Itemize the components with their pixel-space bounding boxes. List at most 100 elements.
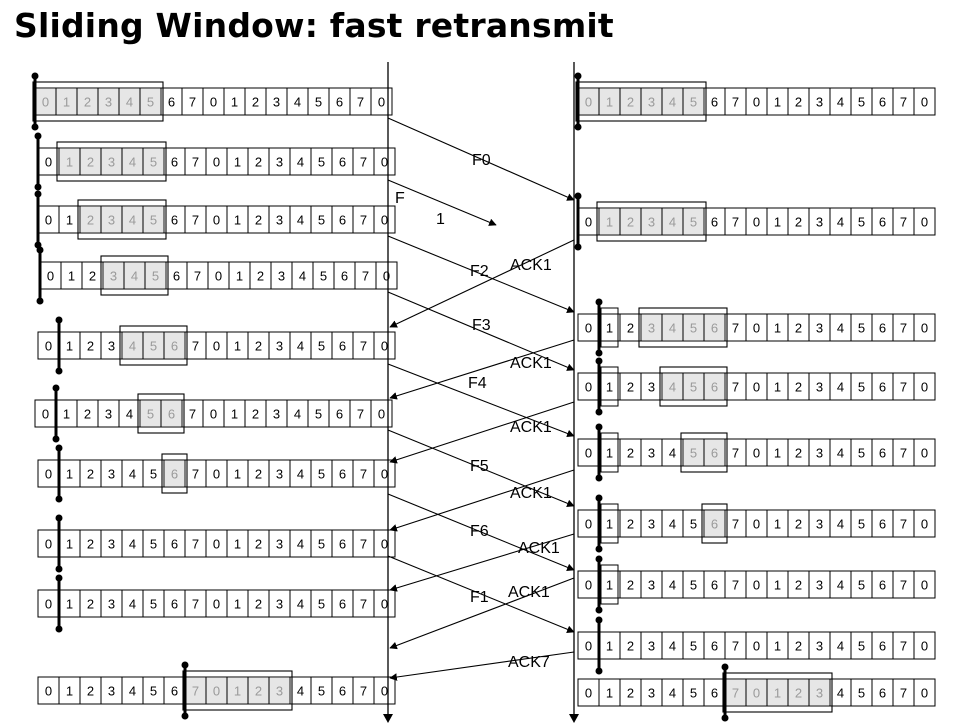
receiver-cell-number: 7: [732, 321, 739, 336]
receiver-window-shade: [726, 680, 829, 705]
sender-window-box: [182, 670, 293, 711]
receiver-cell-number: 6: [711, 321, 718, 336]
sender-cell-number: 0: [378, 407, 385, 422]
receiver-cell-number: 3: [648, 321, 655, 336]
receiver-cell-number: 1: [774, 446, 781, 461]
frame-arrow: [387, 429, 575, 507]
sender-cell-number: 5: [318, 597, 325, 612]
sender-cell-number: 0: [45, 155, 52, 170]
sender-cell-number: 5: [150, 339, 157, 354]
sender-cell-number: 5: [150, 597, 157, 612]
sender-cell-number: 4: [294, 95, 301, 110]
receiver-cell-number: 6: [711, 446, 718, 461]
receiver-base-dot: [721, 714, 729, 722]
frame-arrow: [387, 493, 575, 571]
receiver-base-dot: [595, 474, 603, 482]
sender-cell-number: 2: [257, 269, 264, 284]
sender-cell-number: 1: [63, 407, 70, 422]
receiver-window-box: [659, 366, 728, 407]
receiver-cell-number: 0: [921, 380, 928, 395]
sender-cell-number: 7: [360, 597, 367, 612]
sender-cell: [373, 676, 396, 705]
receiver-cell-number: 3: [816, 321, 823, 336]
sender-cell-number: 3: [108, 467, 115, 482]
sender-cell-number: 2: [87, 213, 94, 228]
sender-cell-number: 4: [299, 269, 306, 284]
sender-cell-number: 3: [276, 537, 283, 552]
sender-base-dot: [55, 574, 63, 582]
receiver-cell-number: 2: [627, 95, 634, 110]
sender-cell-number: 7: [360, 537, 367, 552]
sender-cell: [370, 87, 393, 116]
ack-arrow: [389, 401, 575, 464]
receiver-cell-number: 4: [669, 446, 676, 461]
receiver-cell-number: 5: [690, 215, 697, 230]
sender-cell-number: 6: [171, 467, 178, 482]
sender-base-dot: [55, 367, 63, 375]
sender-cell-number: 6: [168, 95, 175, 110]
sender-cell-number: 6: [173, 269, 180, 284]
frame-label: F6: [470, 523, 489, 540]
receiver-cell-number: 1: [774, 321, 781, 336]
sender-base-dot: [52, 384, 60, 392]
frame-label: F: [395, 190, 405, 207]
receiver-cell-number: 0: [921, 446, 928, 461]
receiver-cell-number: 1: [606, 686, 613, 701]
sender-cell-number: 4: [126, 95, 133, 110]
sender-cell-number: 2: [255, 213, 262, 228]
sender-cell-number: 4: [297, 597, 304, 612]
sender-cell-number: 2: [255, 684, 262, 699]
receiver-cell-number: 5: [690, 686, 697, 701]
sender-cell-number: 4: [129, 213, 136, 228]
sender-cell-number: 7: [192, 467, 199, 482]
receiver-cell-number: 3: [648, 215, 655, 230]
receiver-cell-number: 5: [858, 321, 865, 336]
frame-arrow: [387, 291, 575, 371]
sender-cell-number: 1: [66, 213, 73, 228]
sender-cell-number: 6: [171, 597, 178, 612]
receiver-cell-number: 3: [816, 686, 823, 701]
receiver-cell-number: 6: [879, 639, 886, 654]
receiver-cell-number: 4: [669, 95, 676, 110]
sender-cell-number: 0: [45, 213, 52, 228]
receiver-cell-number: 7: [900, 578, 907, 593]
receiver-cell-number: 4: [837, 639, 844, 654]
receiver-cell-number: 3: [648, 686, 655, 701]
receiver-cell-number: 2: [795, 686, 802, 701]
sender-cell-number: 5: [318, 339, 325, 354]
receiver-cell-number: 0: [921, 321, 928, 336]
sender-cell-number: 6: [171, 339, 178, 354]
sender-cell-number: 3: [273, 407, 280, 422]
receiver-cell-number: 0: [921, 215, 928, 230]
sender-cell-number: 3: [110, 269, 117, 284]
sender-cell-number: 7: [360, 684, 367, 699]
ack-arrow: [389, 533, 575, 592]
receiver-cell-number: 0: [921, 95, 928, 110]
sender-cell-number: 5: [150, 213, 157, 228]
receiver-cell-number: 6: [711, 95, 718, 110]
receiver-cell-number: 0: [753, 446, 760, 461]
receiver-cell-number: 5: [690, 95, 697, 110]
receiver-cell-number: 6: [711, 639, 718, 654]
receiver-cell-number: 6: [711, 380, 718, 395]
sender-cell-number: 6: [339, 467, 346, 482]
sender-cell-number: 7: [362, 269, 369, 284]
receiver-cell-number: 1: [774, 380, 781, 395]
sender-cell-number: 2: [87, 155, 94, 170]
sender-cell-number: 2: [255, 597, 262, 612]
sender-cell-number: 0: [378, 95, 385, 110]
sender-cell-number: 5: [150, 155, 157, 170]
sender-cell-number: 1: [234, 597, 241, 612]
sender-cell-number: 1: [234, 213, 241, 228]
sender-cell: [373, 205, 396, 234]
sender-cell-number: 3: [276, 467, 283, 482]
receiver-cell-number: 0: [585, 321, 592, 336]
receiver-cell-number: 6: [879, 446, 886, 461]
receiver-cell-number: 0: [753, 578, 760, 593]
ack-label: ACK1: [518, 540, 560, 557]
